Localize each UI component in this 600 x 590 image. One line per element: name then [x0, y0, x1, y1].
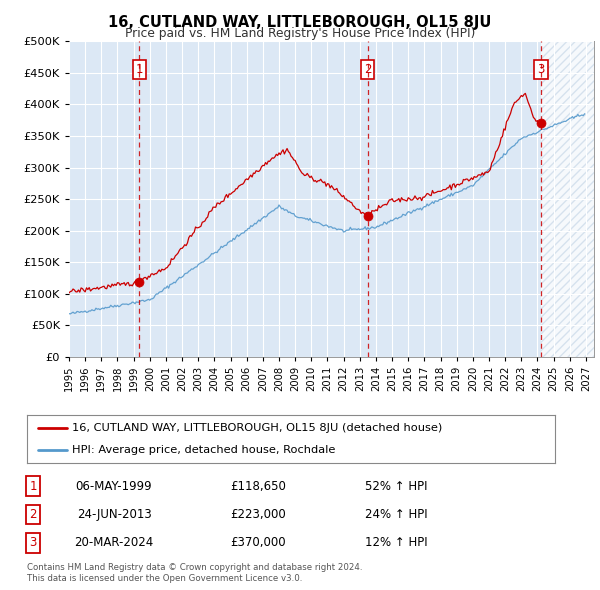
Text: 16, CUTLAND WAY, LITTLEBOROUGH, OL15 8JU (detached house): 16, CUTLAND WAY, LITTLEBOROUGH, OL15 8JU…: [72, 423, 442, 433]
Text: 24-JUN-2013: 24-JUN-2013: [77, 508, 151, 521]
Text: 2: 2: [364, 63, 371, 76]
Text: 24% ↑ HPI: 24% ↑ HPI: [365, 508, 427, 521]
Text: 52% ↑ HPI: 52% ↑ HPI: [365, 480, 427, 493]
Text: 2: 2: [29, 508, 37, 521]
Text: 3: 3: [538, 63, 545, 76]
Text: 3: 3: [29, 536, 37, 549]
Text: 1: 1: [29, 480, 37, 493]
Text: 16, CUTLAND WAY, LITTLEBOROUGH, OL15 8JU: 16, CUTLAND WAY, LITTLEBOROUGH, OL15 8JU: [109, 15, 491, 30]
Text: 06-MAY-1999: 06-MAY-1999: [76, 480, 152, 493]
Text: 1: 1: [136, 63, 143, 76]
Text: £223,000: £223,000: [230, 508, 286, 521]
Bar: [541, 41, 594, 357]
Text: Price paid vs. HM Land Registry's House Price Index (HPI): Price paid vs. HM Land Registry's House …: [125, 27, 475, 40]
Text: HPI: Average price, detached house, Rochdale: HPI: Average price, detached house, Roch…: [72, 445, 335, 455]
Text: £370,000: £370,000: [230, 536, 286, 549]
Text: This data is licensed under the Open Government Licence v3.0.: This data is licensed under the Open Gov…: [27, 573, 302, 583]
Text: 20-MAR-2024: 20-MAR-2024: [74, 536, 154, 549]
Text: Contains HM Land Registry data © Crown copyright and database right 2024.: Contains HM Land Registry data © Crown c…: [27, 563, 362, 572]
Text: 12% ↑ HPI: 12% ↑ HPI: [365, 536, 427, 549]
Text: £118,650: £118,650: [230, 480, 286, 493]
